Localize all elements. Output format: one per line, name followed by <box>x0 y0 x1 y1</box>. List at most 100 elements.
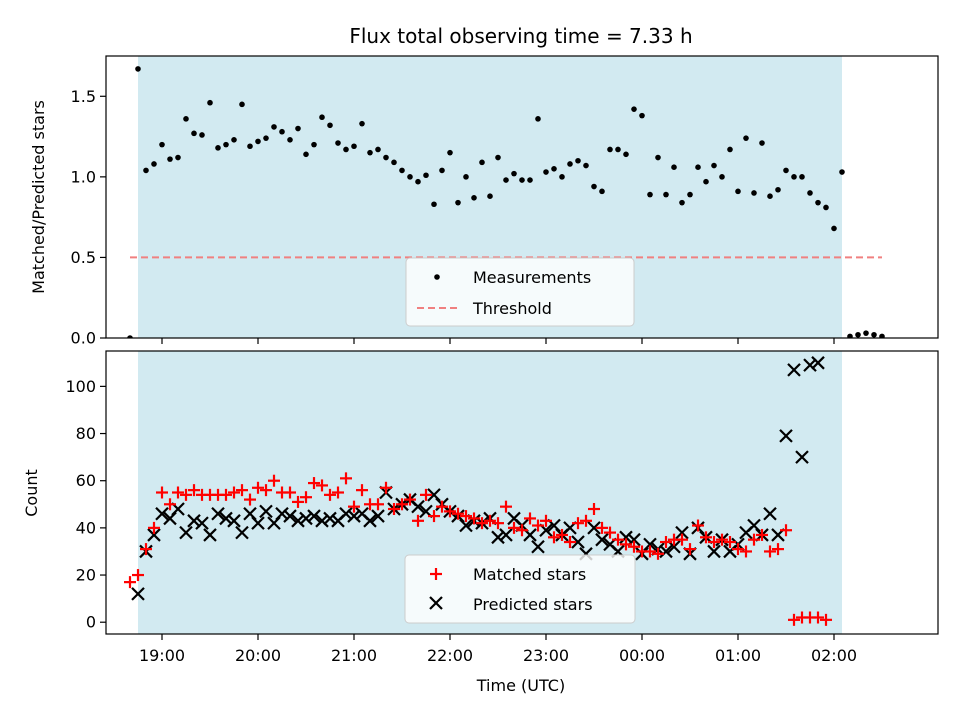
count-panel: 0 20 40 60 80 100 19:00 20:00 21:00 22:00 23:00 00… <box>22 350 939 695</box>
matched-star-point <box>124 576 136 589</box>
legend-measurements-marker <box>434 274 440 280</box>
measurement-point <box>207 99 213 106</box>
count-x-tick-label: 19:00 <box>139 646 185 665</box>
measurement-point <box>831 225 837 232</box>
measurement-point <box>543 169 549 175</box>
predicted-star-point <box>763 506 777 521</box>
measurement-point <box>759 140 765 146</box>
legend-threshold-label: Threshold <box>472 299 552 318</box>
predicted-star-point <box>259 504 273 519</box>
ratio-y-tick-label: 0.5 <box>71 248 96 267</box>
measurement-point <box>295 125 301 132</box>
count-y-ticks: 0 20 40 60 80 100 <box>65 377 106 632</box>
measurement-point <box>231 136 237 143</box>
predicted-star-point <box>531 539 545 554</box>
figure-title: Flux total observing time = 7.33 h <box>349 24 692 48</box>
matched-star-point <box>380 481 392 494</box>
measurement-point <box>855 331 861 338</box>
matched-star-point <box>356 484 368 497</box>
matched-star-point <box>260 484 272 497</box>
matched-star-point <box>588 503 600 516</box>
matched-star-point <box>532 519 544 532</box>
measurement-point <box>479 159 485 166</box>
matched-star-point <box>564 536 576 549</box>
measurement-point <box>863 330 869 336</box>
matched-star-point <box>540 514 552 527</box>
matched-star-point <box>644 545 656 558</box>
ratio-legend-box <box>405 257 635 327</box>
legend-predicted-marker <box>429 596 443 610</box>
predicted-star-point <box>155 506 169 521</box>
predicted-star-point <box>251 516 265 530</box>
predicted-star-point <box>795 450 809 464</box>
matched-star-point <box>508 521 520 534</box>
predicted-star-point <box>595 532 609 547</box>
measurement-point <box>415 178 421 185</box>
measurement-point <box>751 190 757 196</box>
legend-matched-marker <box>430 568 442 580</box>
matched-star-point <box>332 486 344 499</box>
measurement-point <box>551 166 557 172</box>
matched-star-point <box>596 521 608 534</box>
predicted-star-point <box>131 587 145 601</box>
measurement-point <box>439 167 445 174</box>
ratio-axes-frame <box>105 55 939 339</box>
predicted-star-point <box>347 509 361 523</box>
matched-star-point <box>156 486 168 499</box>
predicted-star-point <box>307 509 321 523</box>
predicted-star-point <box>371 509 385 523</box>
ratio-panel: 0.0 0.5 1.0 1.5 Matched/Predicted stars Mea… <box>29 55 939 348</box>
measurement-point <box>399 167 405 174</box>
measurement-point <box>575 157 581 164</box>
measurement-point <box>767 193 773 199</box>
measurement-point <box>807 190 813 196</box>
predicted-star-point <box>275 506 289 521</box>
measurement-point <box>567 161 573 167</box>
count-legend: Matched stars Predicted stars <box>404 554 636 624</box>
matched-star-point <box>812 611 824 624</box>
predicted-star-point <box>587 521 601 535</box>
measurement-point <box>623 151 629 158</box>
count-legend-box <box>404 554 636 624</box>
matched-star-point <box>308 477 320 490</box>
matched-star-point <box>452 507 464 520</box>
matched-star-point <box>236 484 248 497</box>
measurement-point <box>175 154 181 161</box>
matched-star-point <box>404 493 416 506</box>
measurement-point <box>279 128 285 135</box>
measurement-point <box>559 174 565 180</box>
matched-star-point <box>524 512 536 525</box>
measurement-point <box>879 333 885 338</box>
matched-star-point <box>284 486 296 499</box>
matched-star-point <box>228 486 240 499</box>
measurement-point <box>703 178 709 185</box>
matched-star-point <box>820 613 832 626</box>
measurement-point <box>255 138 261 145</box>
count-y-axis-label: Count <box>22 469 41 517</box>
measurement-point <box>135 66 141 72</box>
matched-star-point <box>500 500 512 513</box>
predicted-star-point <box>491 530 505 545</box>
matched-star-point <box>388 503 400 516</box>
count-x-tick-label: 20:00 <box>235 646 281 665</box>
ratio-legend: Measurements Threshold <box>405 257 635 327</box>
matched-star-point <box>716 533 728 546</box>
measurement-point <box>319 114 325 121</box>
matched-star-point <box>476 517 488 530</box>
predicted-star-point <box>235 525 249 540</box>
measurement-point <box>495 154 501 161</box>
predicted-star-point <box>571 535 585 549</box>
matched-star-point <box>724 536 736 549</box>
measurement-point <box>431 201 437 208</box>
predicted-star-point <box>499 528 513 542</box>
measurement-point <box>823 204 829 211</box>
ratio-y-tick-label: 1.0 <box>71 167 96 186</box>
predicted-star-point <box>291 514 305 528</box>
predicted-star-point <box>619 530 633 545</box>
measurement-point <box>367 149 373 156</box>
measurement-point <box>647 191 653 198</box>
matched-star-point <box>340 472 352 485</box>
predicted-star-point <box>675 525 689 540</box>
measurement-point <box>607 146 613 153</box>
